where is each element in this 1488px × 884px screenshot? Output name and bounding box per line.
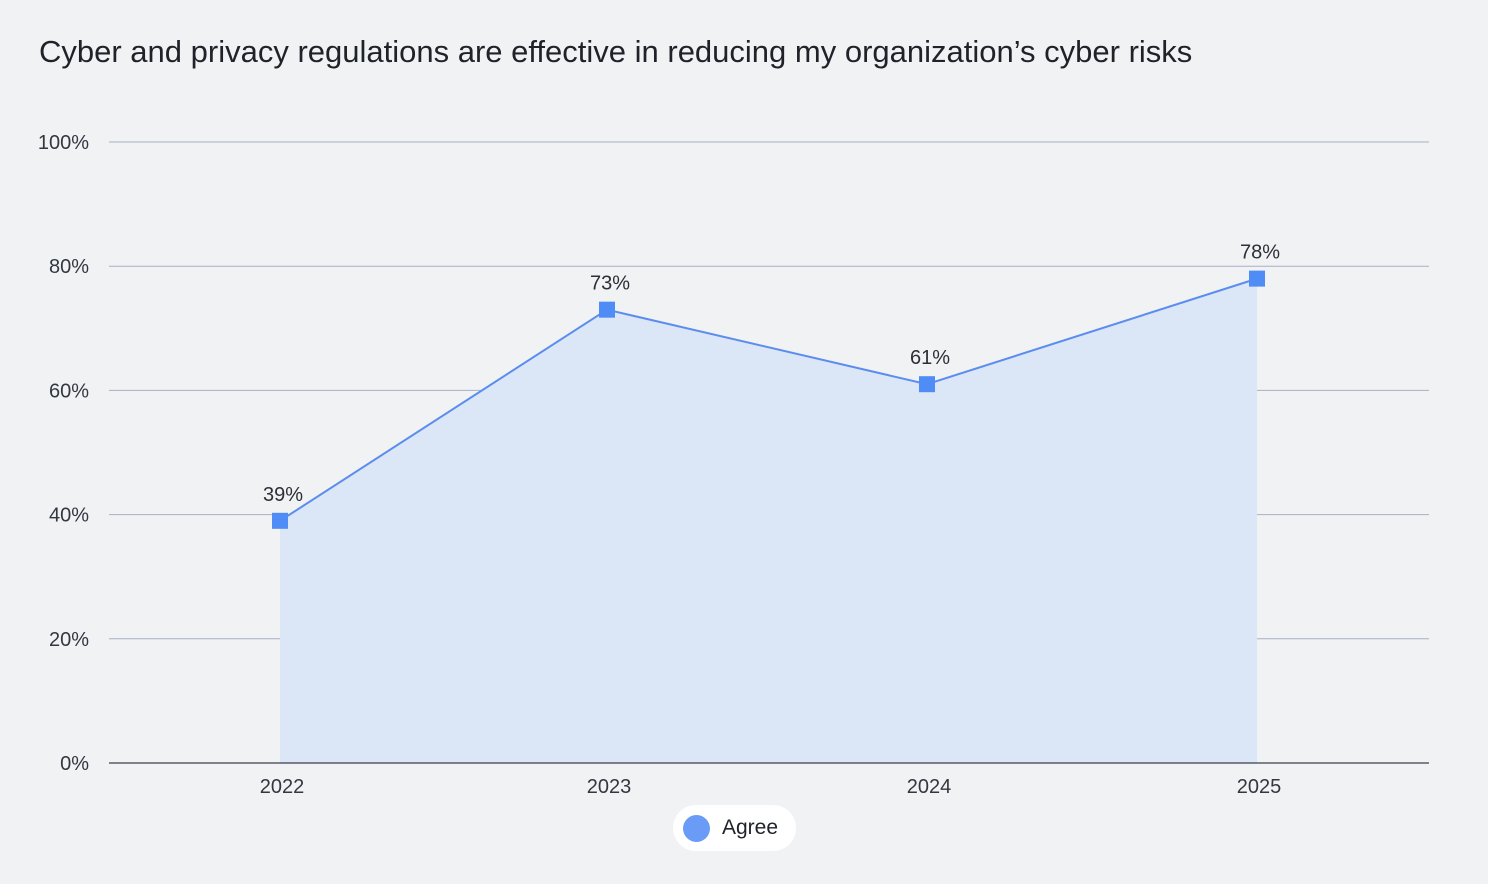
data-label: 61% (910, 347, 950, 369)
legend-swatch-agree (683, 814, 710, 842)
series-line-layer (279, 277, 1258, 522)
series-area-agree (280, 278, 1257, 763)
y-tick-label: 80% (49, 256, 89, 278)
data-label: 39% (263, 484, 303, 506)
x-tick-label: 2024 (907, 776, 952, 798)
y-axis-tick-labels: 0% 20% 40% 60% 80% 100% (38, 132, 89, 775)
series-markers (272, 270, 1265, 529)
y-tick-label: 100% (38, 132, 89, 154)
x-tick-label: 2022 (260, 776, 305, 798)
x-axis-tick-labels: 2022 2023 2024 2025 (260, 776, 1282, 798)
data-point-marker[interactable] (919, 376, 935, 393)
y-tick-label: 20% (49, 629, 89, 651)
data-point-marker[interactable] (272, 512, 288, 529)
data-label: 73% (590, 273, 630, 295)
y-tick-label: 60% (49, 380, 89, 402)
data-labels: 39% 73% 61% 78% (263, 242, 1280, 506)
y-tick-label: 0% (60, 753, 89, 775)
legend-label-agree: Agree (722, 816, 779, 839)
data-label: 78% (1240, 242, 1280, 264)
x-tick-label: 2023 (587, 776, 632, 798)
y-tick-label: 40% (49, 505, 89, 527)
data-point-marker[interactable] (599, 301, 615, 318)
series-line-agree (279, 277, 1258, 522)
data-point-marker[interactable] (1249, 270, 1265, 287)
series-area (280, 278, 1257, 763)
chart-title: Cyber and privacy regulations are effect… (39, 34, 1193, 69)
x-tick-label: 2025 (1237, 776, 1282, 798)
legend[interactable]: Agree (673, 805, 796, 851)
